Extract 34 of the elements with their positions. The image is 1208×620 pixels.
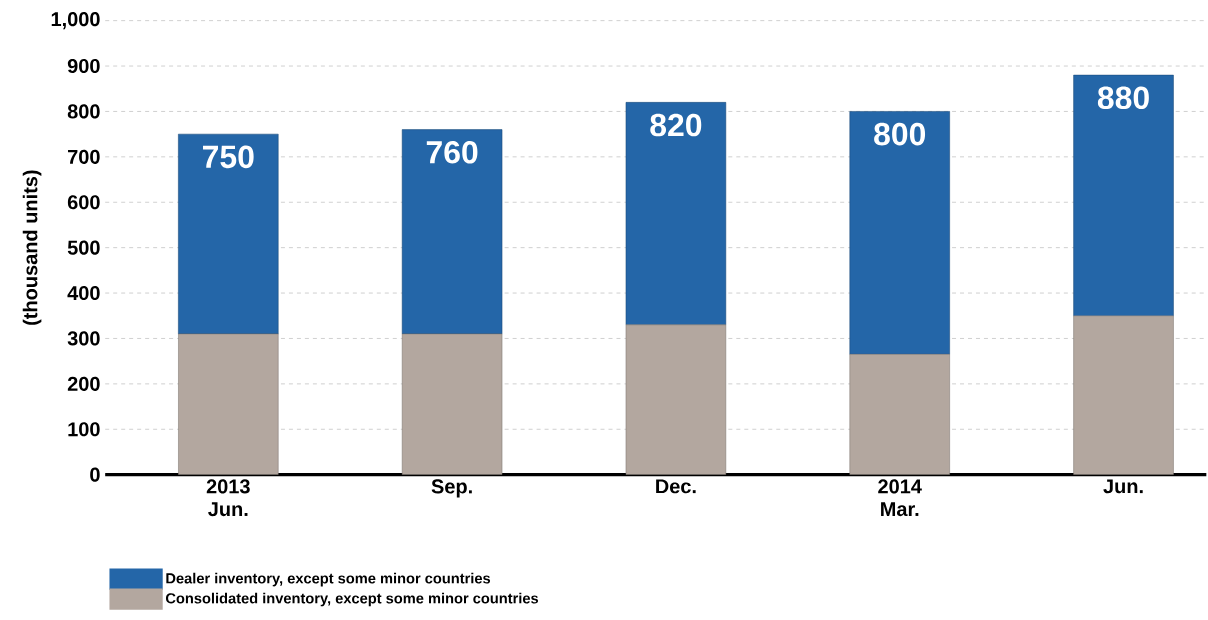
total-label: 800 <box>874 122 926 146</box>
y-tick-label: 400 <box>67 285 100 300</box>
bar <box>1073 315 1174 475</box>
bar <box>401 333 503 475</box>
total-label: 880 <box>1097 86 1149 109</box>
bar <box>625 324 727 475</box>
y-tick-label: 500 <box>67 240 100 255</box>
y-tick-label: 900 <box>67 58 100 73</box>
bar <box>401 129 503 334</box>
total-label: 760 <box>426 140 478 164</box>
y-tick-label: 700 <box>68 149 100 164</box>
x-tick-label: Sep. <box>431 479 472 498</box>
y-tick-label: 300 <box>67 331 100 346</box>
bar <box>625 101 727 325</box>
bar <box>178 333 279 475</box>
total-label: 820 <box>650 113 702 137</box>
y-tick-label: 100 <box>68 421 100 437</box>
bar <box>178 133 279 334</box>
bar <box>849 110 950 355</box>
y-tick-label: 0 <box>90 467 100 482</box>
x-tick-label: Jun. <box>1103 479 1143 494</box>
x-tick-label: Dec. <box>656 479 696 494</box>
legend-label: Dealer inventory, except some minor countries <box>166 572 491 587</box>
bar <box>849 353 950 475</box>
y-tick-label: 600 <box>67 194 100 210</box>
total-label: 750 <box>203 145 254 168</box>
x-tick-label: 2014 Mar. <box>878 479 922 516</box>
y-tick-label: 800 <box>67 104 100 119</box>
y-tick-label: 200 <box>67 376 100 391</box>
y-axis-title: (thousand units) <box>22 170 42 325</box>
y-tick-label: 1,000 <box>51 11 100 29</box>
x-tick-label: 2013 Jun. <box>206 479 250 516</box>
legend-label: Consolidated inventory, except some minor countries <box>165 592 539 607</box>
bar <box>1073 74 1174 316</box>
